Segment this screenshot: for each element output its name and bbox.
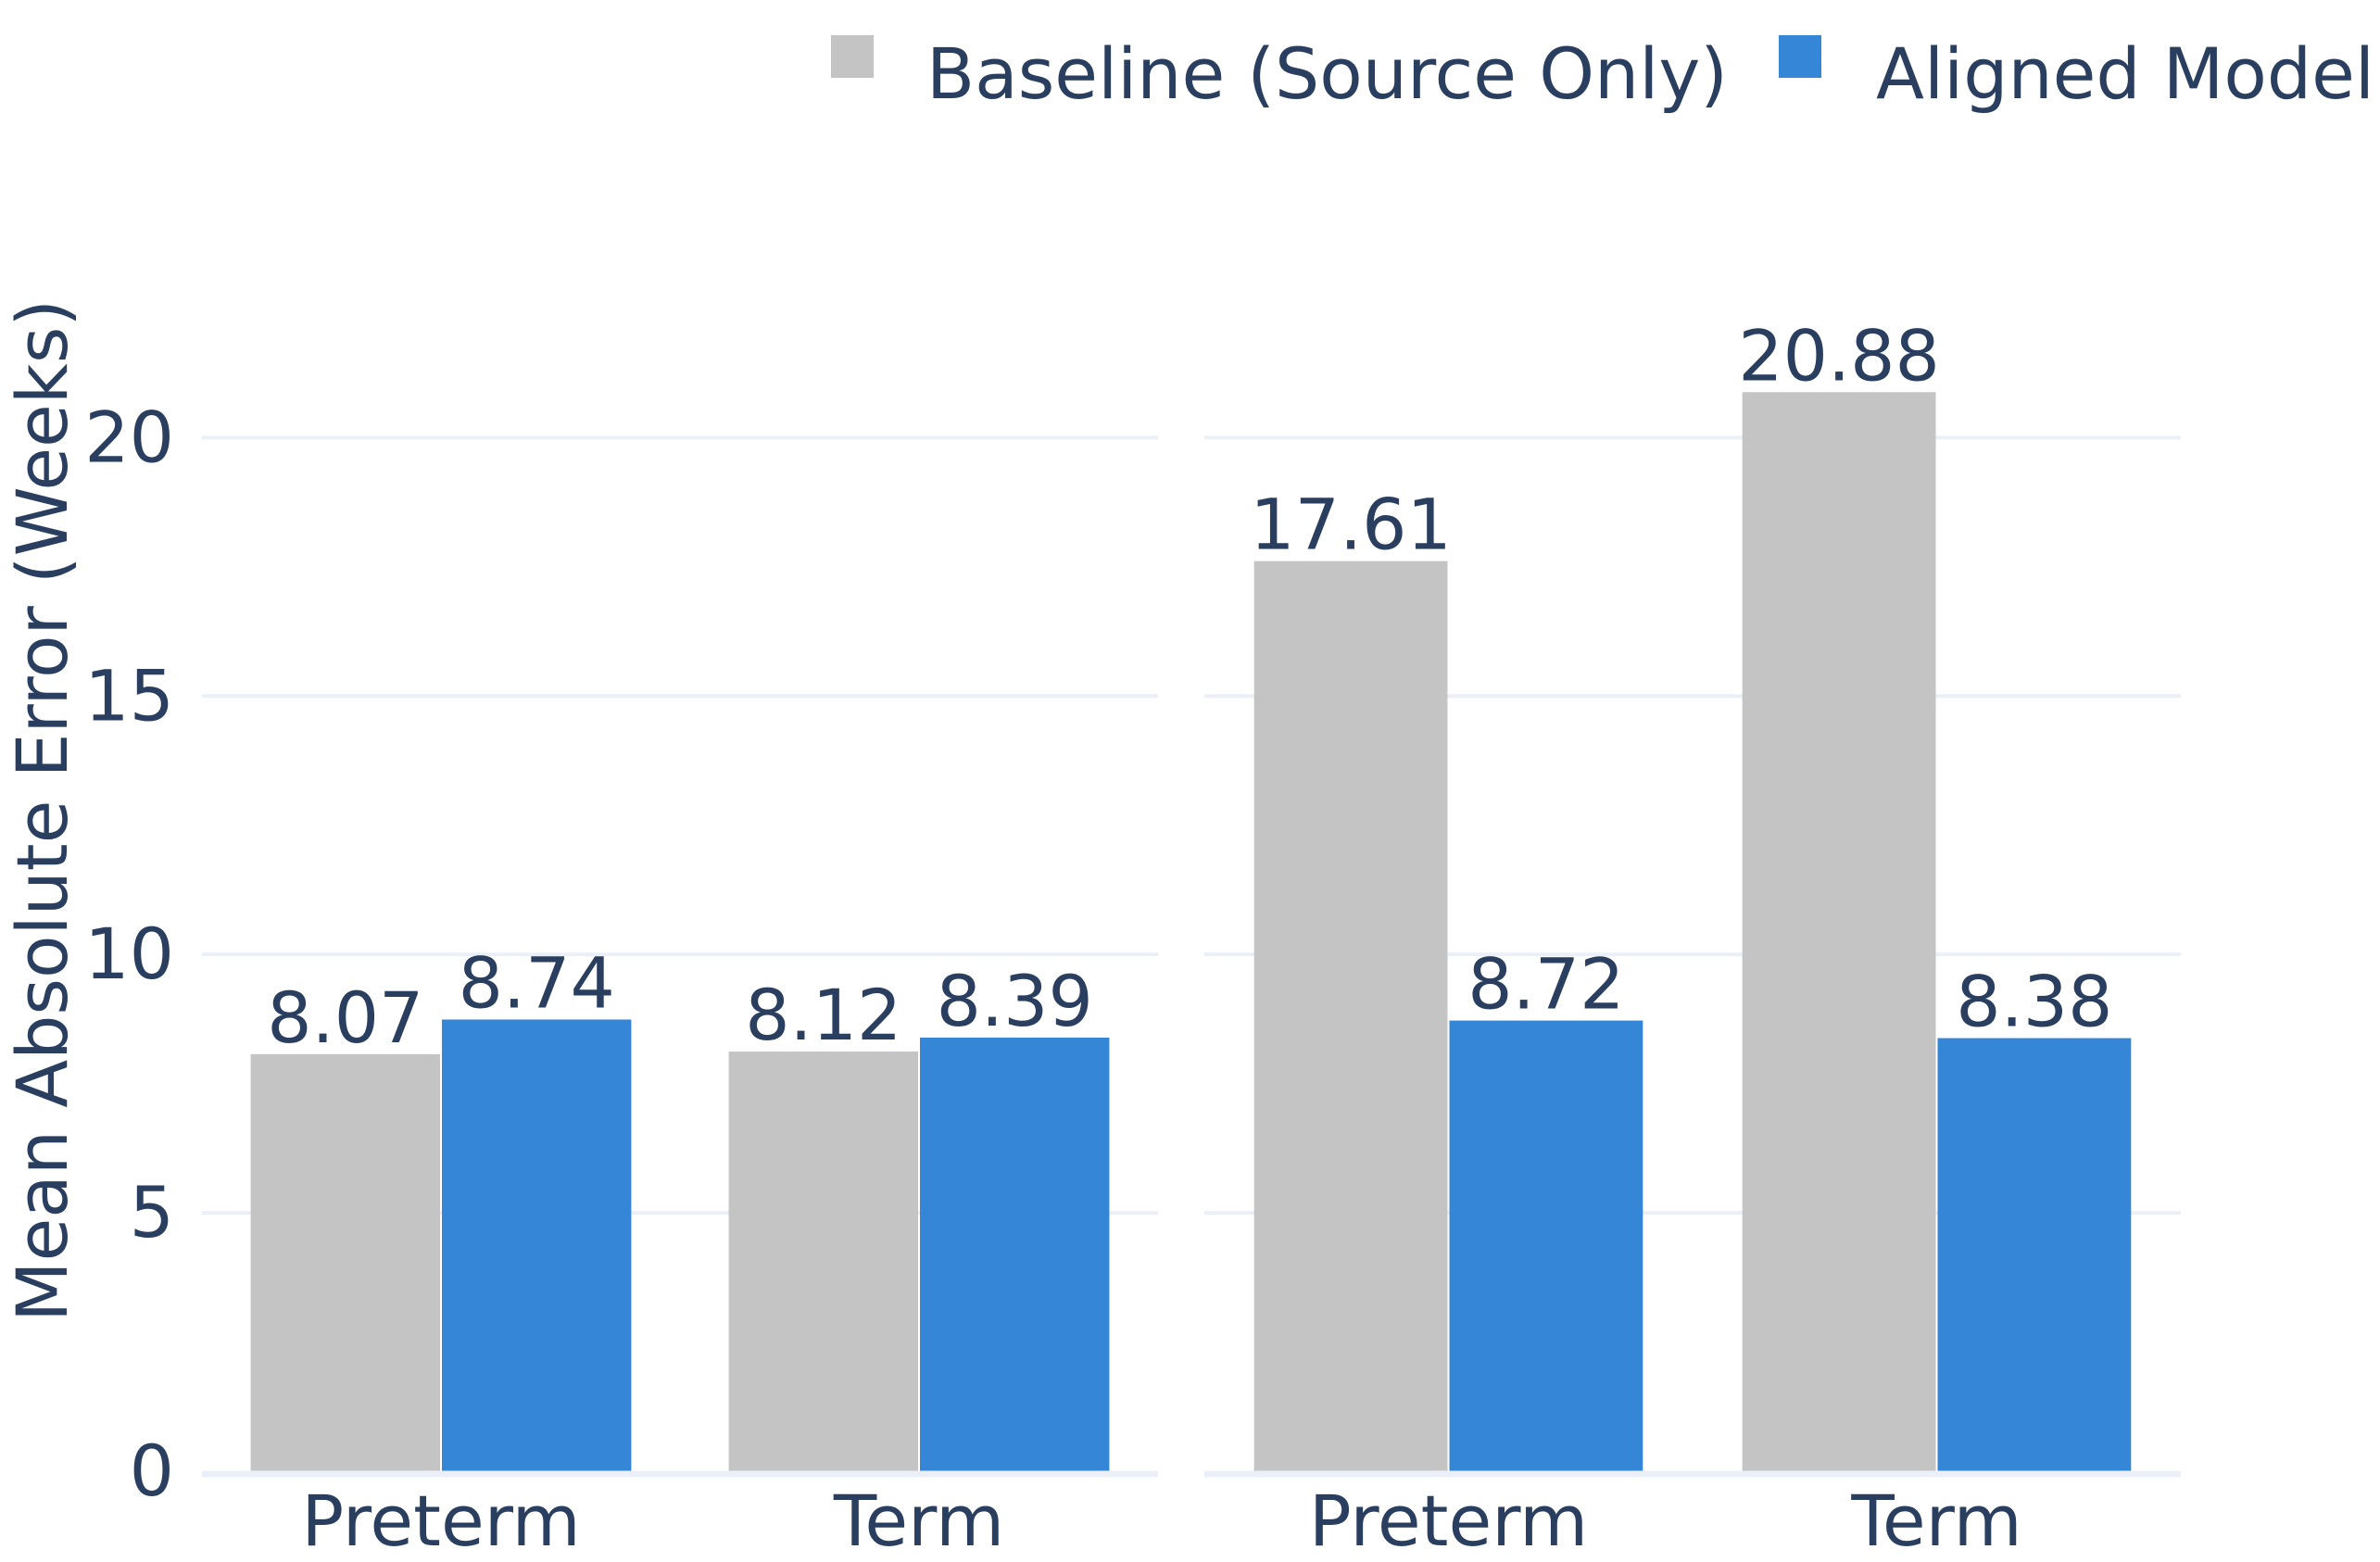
x-tick-label: Preterm: [301, 1480, 580, 1562]
y-axis-label: Mean Absolute Error (Weeks): [1, 299, 83, 1322]
bar-value-label: 8.74: [459, 941, 615, 1024]
bar: [1937, 1038, 2132, 1471]
x-tick-label: Term: [833, 1480, 1004, 1562]
bar-value-label: 17.61: [1250, 484, 1452, 566]
bar: [250, 1053, 440, 1471]
bar: [1449, 1020, 1643, 1471]
bar-value-label: 8.39: [937, 960, 1093, 1042]
legend-swatch: [831, 35, 874, 78]
bar-value-label: 8.72: [1467, 943, 1624, 1026]
bar: [1742, 392, 1936, 1471]
legend: Baseline (Source Only) Aligned Model: [831, 32, 2374, 115]
y-tick-label: 5: [130, 1171, 174, 1253]
bar-value-label: 8.07: [267, 976, 423, 1059]
bar: [920, 1037, 1110, 1471]
data-labels: 8.07 8.74 8.12 8.39 17.61 8.72 20.88 8.38: [267, 314, 2112, 1059]
y-tick-labels: 0 5 10 15 20: [84, 396, 174, 1512]
y-tick-label: 10: [84, 913, 174, 995]
bars: [250, 392, 2132, 1471]
bar: [728, 1052, 918, 1471]
y-tick-label: 0: [130, 1430, 174, 1512]
x-tick-label: Preterm: [1309, 1480, 1588, 1562]
bar-value-label: 20.88: [1738, 314, 1940, 397]
y-tick-label: 20: [84, 396, 174, 478]
bar-value-label: 8.38: [1956, 961, 2112, 1043]
legend-label: Aligned Model: [1876, 32, 2374, 115]
x-tick-label: Term: [1850, 1480, 2021, 1562]
y-tick-label: 15: [84, 654, 174, 737]
legend-swatch: [1779, 35, 1821, 78]
x-tick-labels: Preterm Term Preterm Term: [301, 1480, 2021, 1562]
bar: [442, 1019, 632, 1471]
legend-label: Baseline (Source Only): [926, 32, 1728, 115]
bar: [1253, 561, 1448, 1471]
bar-value-label: 8.12: [745, 974, 901, 1056]
